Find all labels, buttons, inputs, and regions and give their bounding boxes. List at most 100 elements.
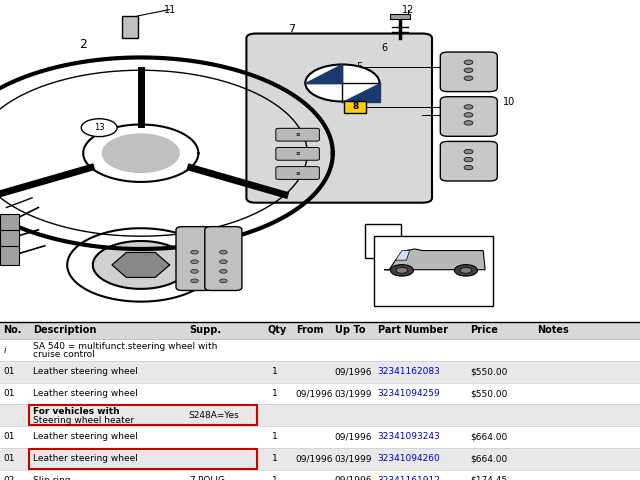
Circle shape [454, 264, 477, 276]
Text: S248A=Yes: S248A=Yes [189, 411, 239, 420]
FancyBboxPatch shape [440, 96, 497, 136]
Text: Steering wheel heater: Steering wheel heater [33, 416, 134, 424]
Text: 32341093243: 32341093243 [378, 432, 440, 442]
Polygon shape [102, 134, 179, 172]
Text: 01: 01 [3, 389, 15, 398]
Text: SA 540 = multifunct.steering wheel with: SA 540 = multifunct.steering wheel with [33, 342, 218, 351]
Circle shape [220, 250, 227, 254]
Text: 13: 13 [94, 123, 104, 132]
Text: 11: 11 [163, 5, 176, 14]
Text: 09/1996: 09/1996 [296, 389, 333, 398]
Text: 09/1996: 09/1996 [335, 432, 372, 442]
FancyBboxPatch shape [0, 448, 640, 469]
Text: 32341162083: 32341162083 [378, 367, 440, 376]
Text: i: i [3, 346, 6, 355]
Circle shape [396, 267, 408, 273]
Text: 32341094259: 32341094259 [378, 389, 440, 398]
Polygon shape [305, 64, 342, 83]
Text: Leather steering wheel: Leather steering wheel [33, 454, 138, 463]
Text: cruise control: cruise control [33, 350, 95, 360]
Text: Part Number: Part Number [378, 325, 447, 336]
Text: $550.00: $550.00 [470, 389, 508, 398]
Circle shape [460, 267, 472, 273]
FancyBboxPatch shape [440, 52, 497, 92]
Text: 03/1999: 03/1999 [335, 389, 372, 398]
Text: 2: 2 [79, 38, 87, 51]
FancyBboxPatch shape [440, 142, 497, 181]
FancyBboxPatch shape [344, 101, 366, 113]
Text: Up To: Up To [335, 325, 365, 336]
Text: Leather steering wheel: Leather steering wheel [33, 432, 138, 442]
Text: 1: 1 [273, 432, 278, 442]
Circle shape [464, 113, 473, 117]
FancyBboxPatch shape [205, 227, 242, 290]
Text: 1: 1 [273, 476, 278, 480]
Text: Description: Description [33, 325, 97, 336]
Polygon shape [93, 241, 189, 289]
Text: Supp.: Supp. [189, 325, 221, 336]
Polygon shape [390, 14, 410, 19]
Text: $174.45: $174.45 [470, 476, 508, 480]
FancyBboxPatch shape [374, 236, 493, 306]
Text: $664.00: $664.00 [470, 454, 508, 463]
Polygon shape [384, 249, 485, 270]
Text: 1: 1 [273, 389, 278, 398]
Text: Price: Price [470, 325, 499, 336]
Text: 01: 01 [3, 454, 15, 463]
FancyBboxPatch shape [246, 34, 432, 203]
Circle shape [220, 260, 227, 264]
Text: 1: 1 [273, 454, 278, 463]
Text: 9: 9 [470, 97, 477, 107]
Text: 32341094260: 32341094260 [378, 454, 440, 463]
Text: ≡: ≡ [295, 132, 300, 137]
Polygon shape [122, 16, 138, 38]
Text: For vehicles with: For vehicles with [33, 407, 120, 416]
Circle shape [464, 68, 473, 72]
Text: $550.00: $550.00 [470, 367, 508, 376]
Circle shape [464, 60, 473, 64]
Circle shape [464, 120, 473, 125]
FancyBboxPatch shape [176, 227, 213, 290]
Text: Leather steering wheel: Leather steering wheel [33, 389, 138, 398]
Text: ≡: ≡ [295, 151, 300, 156]
Text: 6: 6 [381, 43, 387, 53]
Text: 12: 12 [402, 5, 415, 14]
Circle shape [191, 279, 198, 283]
FancyBboxPatch shape [0, 322, 640, 339]
FancyBboxPatch shape [276, 147, 319, 160]
Circle shape [220, 279, 227, 283]
Text: From: From [296, 325, 323, 336]
Polygon shape [112, 252, 170, 277]
Circle shape [191, 260, 198, 264]
Text: Notes: Notes [538, 325, 570, 336]
Circle shape [305, 64, 380, 101]
Text: Qty: Qty [268, 325, 287, 336]
Text: No.: No. [3, 325, 22, 336]
Text: 03/1999: 03/1999 [335, 454, 372, 463]
Text: $664.00: $664.00 [470, 432, 508, 442]
Text: 8: 8 [352, 102, 358, 111]
Circle shape [191, 269, 198, 273]
Text: 7: 7 [287, 24, 295, 34]
Polygon shape [0, 230, 19, 249]
Text: ≡: ≡ [295, 170, 300, 175]
FancyBboxPatch shape [276, 128, 319, 141]
FancyBboxPatch shape [0, 361, 640, 383]
Polygon shape [342, 83, 380, 101]
Text: 7-POLIG: 7-POLIG [189, 476, 225, 480]
Text: 02: 02 [3, 476, 15, 480]
Text: 01: 01 [3, 432, 15, 442]
Polygon shape [396, 251, 410, 260]
Circle shape [464, 76, 473, 81]
Text: 1: 1 [273, 367, 278, 376]
Text: 10: 10 [502, 97, 515, 107]
Text: Slip ring: Slip ring [33, 476, 71, 480]
Text: 00003959: 00003959 [416, 299, 452, 305]
Text: 09/1996: 09/1996 [296, 454, 333, 463]
Text: 32341161912: 32341161912 [378, 476, 440, 480]
Circle shape [191, 250, 198, 254]
Text: 09/1996: 09/1996 [335, 476, 372, 480]
FancyBboxPatch shape [276, 167, 319, 180]
Circle shape [390, 264, 413, 276]
Circle shape [464, 149, 473, 154]
